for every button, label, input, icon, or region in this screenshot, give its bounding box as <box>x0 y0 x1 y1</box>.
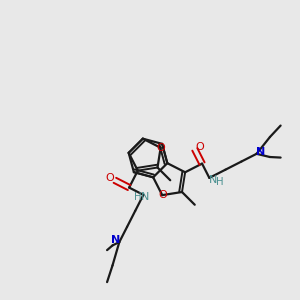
Text: O: O <box>156 143 165 153</box>
Text: O: O <box>158 190 167 200</box>
Text: N: N <box>111 235 120 245</box>
Text: N: N <box>209 175 218 185</box>
Text: N: N <box>141 192 150 202</box>
Text: O: O <box>195 142 204 152</box>
Text: O: O <box>106 173 114 183</box>
Text: H: H <box>134 192 141 202</box>
Text: H: H <box>216 177 223 187</box>
Text: N: N <box>256 147 265 157</box>
